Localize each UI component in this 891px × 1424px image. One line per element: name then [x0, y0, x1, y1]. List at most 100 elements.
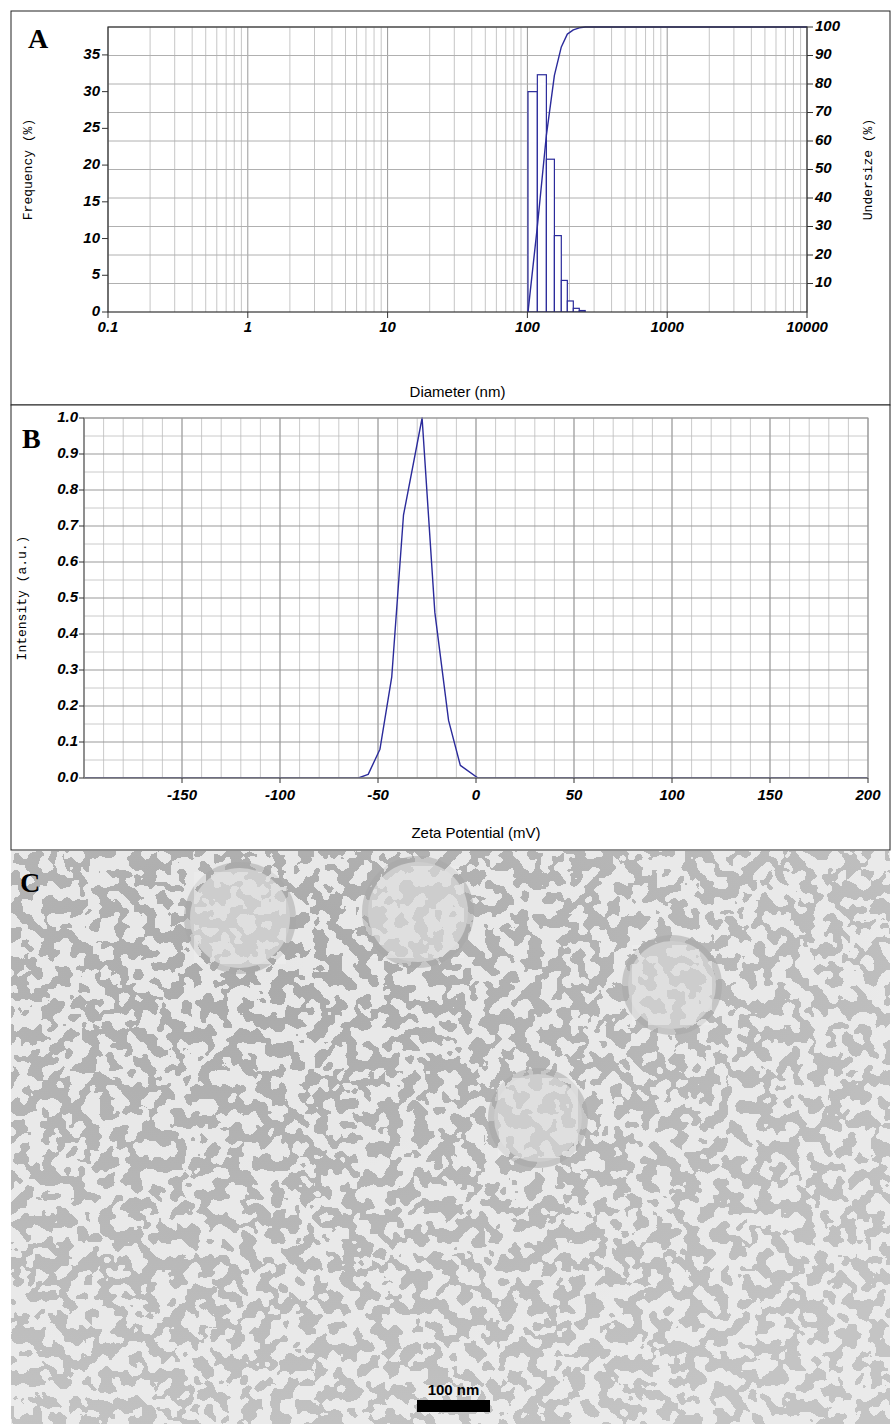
tick [102, 312, 108, 313]
tick [79, 454, 84, 455]
grid-line [108, 84, 807, 85]
cumulative-line [528, 27, 807, 312]
tick-label: 30 [815, 216, 832, 233]
particle-halo [362, 856, 474, 968]
tick [79, 562, 84, 563]
grid-line [84, 670, 868, 671]
axis-title: Diameter (nm) [410, 383, 506, 400]
grid-line [84, 742, 868, 743]
tick [807, 226, 813, 227]
particle [494, 1074, 582, 1162]
tick-label: 0.1 [57, 732, 78, 749]
plot-frame [84, 418, 868, 778]
tick [79, 778, 84, 779]
tick-label: 90 [815, 45, 832, 62]
panel-letter: A [28, 23, 49, 54]
tick-label: 20 [814, 245, 832, 262]
tick [79, 634, 84, 635]
particle [190, 868, 290, 968]
tick [79, 598, 84, 599]
tick [102, 201, 108, 202]
axis-title: Undersize (%) [861, 119, 876, 220]
plot-area [84, 418, 868, 778]
tick [102, 128, 108, 129]
tick [79, 526, 84, 527]
grid-line [84, 454, 868, 455]
grid-line [108, 226, 807, 227]
particle-halo [184, 862, 296, 974]
grid-line [84, 526, 868, 527]
grid-line [84, 706, 868, 707]
particle-texture [372, 866, 464, 958]
micrograph [11, 851, 890, 1424]
particle [368, 862, 468, 962]
tick [102, 275, 108, 276]
tick-label: 0.5 [57, 588, 79, 605]
particle-halo [488, 1068, 588, 1168]
particle [628, 941, 716, 1029]
tick [79, 418, 84, 419]
tick-label: 0 [472, 786, 481, 803]
grid-line [108, 112, 807, 113]
tick [102, 54, 108, 55]
tick-label: 60 [815, 131, 832, 148]
tick [807, 27, 813, 28]
tick-label: 10 [815, 273, 832, 290]
tick-label: 5 [92, 265, 101, 282]
panel-letter: B [22, 423, 41, 454]
zeta-line [84, 418, 868, 778]
histogram-bar [567, 301, 573, 312]
panel-frame [11, 11, 890, 405]
tick [807, 169, 813, 170]
scale-bar-label: 100 nm [428, 1381, 480, 1398]
particle-texture [632, 945, 712, 1025]
grid-line [108, 283, 807, 284]
tick [807, 255, 813, 256]
tick [807, 84, 813, 85]
tick-label: 50 [815, 159, 832, 176]
tick-label: 100 [815, 17, 841, 34]
tick-label: 0.7 [57, 516, 79, 533]
panel-frame [11, 405, 890, 850]
grid-line [84, 490, 868, 491]
tick [79, 490, 84, 491]
tick-label: 50 [566, 786, 583, 803]
tick [807, 198, 813, 199]
tick [102, 91, 108, 92]
histogram-bar [561, 280, 567, 312]
tick-label: 100 [659, 786, 685, 803]
plot-frame [108, 27, 807, 312]
tick [102, 238, 108, 239]
tick-label: 1.0 [57, 408, 79, 425]
tick-label: 150 [757, 786, 783, 803]
tick-label: 20 [82, 155, 100, 172]
grid-line [84, 562, 868, 563]
tick [182, 778, 183, 783]
tick-label: 0.3 [57, 660, 79, 677]
micrograph-texture [11, 851, 890, 1424]
tick-label: 0.0 [57, 768, 79, 785]
tick-label: 0.1 [98, 318, 119, 335]
tick-label: 10000 [786, 318, 828, 335]
histogram-bar [537, 75, 546, 312]
tick-label: 0.4 [57, 624, 79, 641]
tick [378, 778, 379, 783]
tick-label: 25 [82, 118, 100, 135]
tick-label: 30 [83, 82, 100, 99]
tick-label: 100 [515, 318, 541, 335]
histogram-bar [554, 236, 561, 312]
tick-label: 80 [815, 74, 832, 91]
particle-halo [622, 935, 722, 1035]
tick-label: 15 [83, 192, 100, 209]
panel-letter: C [20, 867, 40, 898]
tick-label: 1 [244, 318, 252, 335]
grid-line [108, 169, 807, 170]
grid-line [108, 198, 807, 199]
axis-title: Zeta Potential (mV) [411, 824, 540, 841]
particle-texture [498, 1078, 578, 1158]
tick [807, 55, 813, 56]
tick-label: 200 [854, 786, 881, 803]
tick [79, 742, 84, 743]
tick [672, 778, 673, 783]
tick-label: 70 [815, 102, 832, 119]
